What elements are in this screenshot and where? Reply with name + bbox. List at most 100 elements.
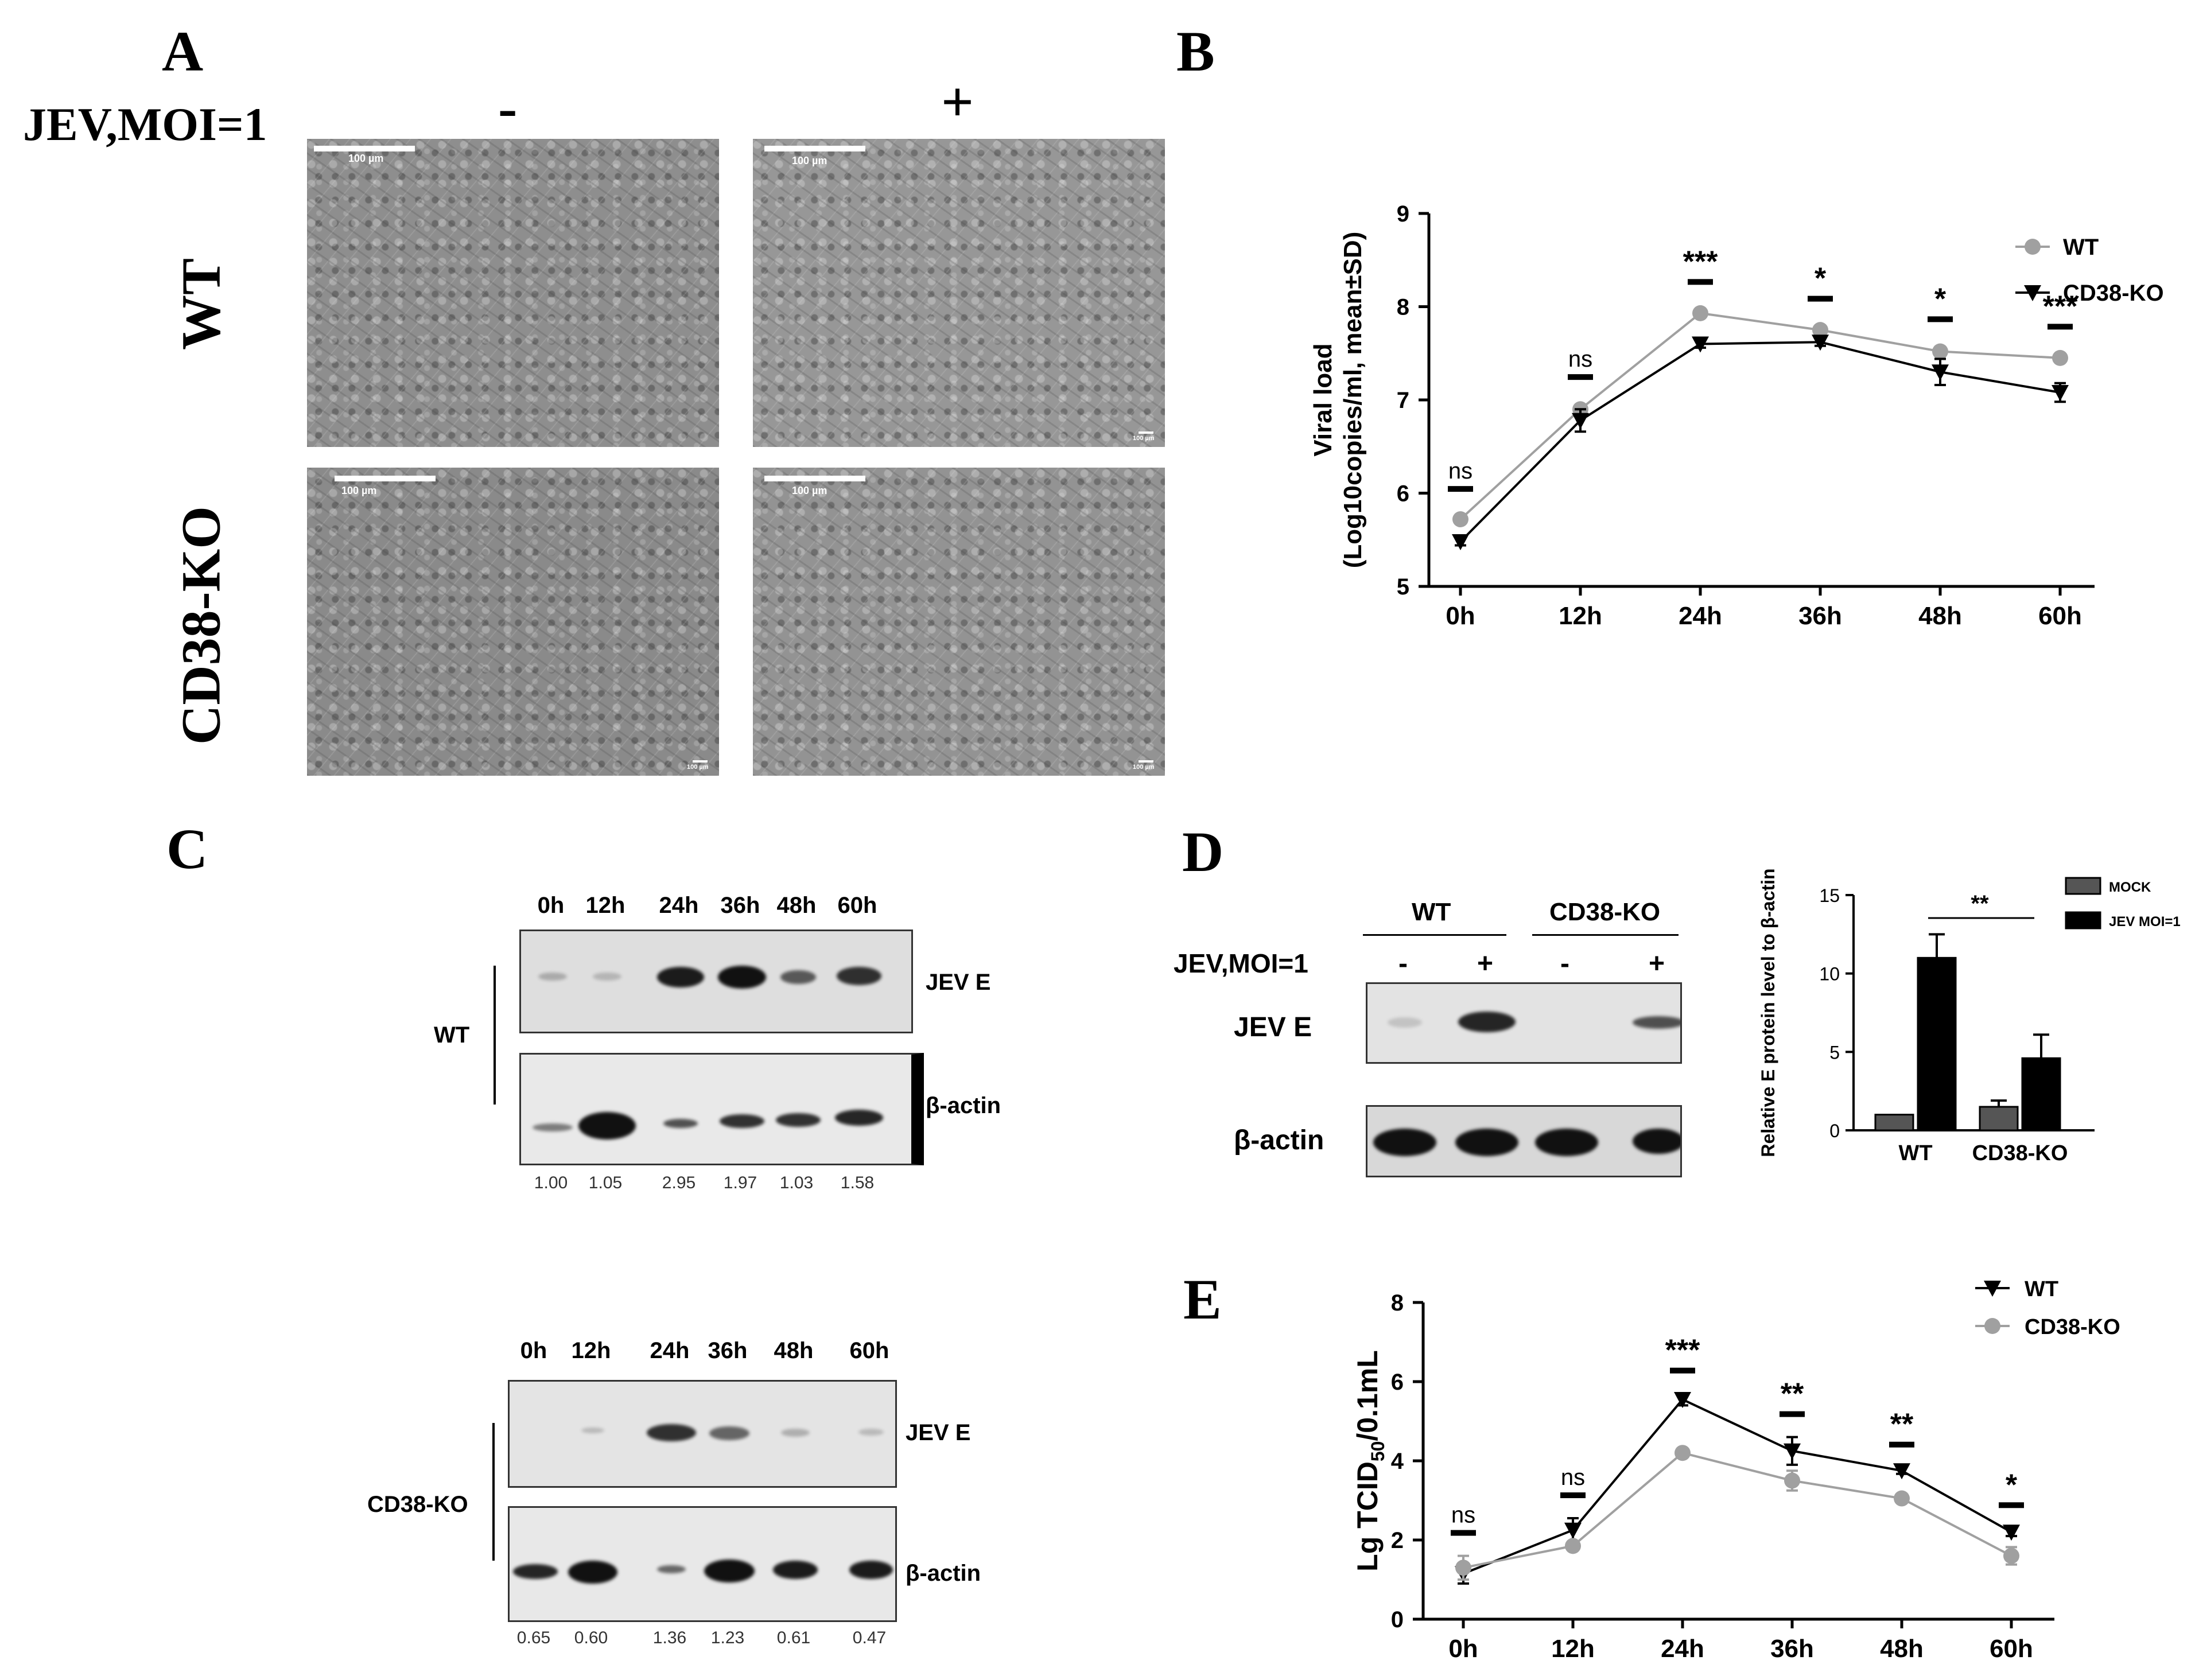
ko-time-label: 36h [708, 1338, 748, 1363]
data-point [2003, 1525, 2020, 1541]
data-point [1565, 1538, 1581, 1554]
blot-band [568, 1561, 617, 1584]
ko-quant-value: 0.47 [852, 1628, 887, 1647]
series-line [1459, 341, 2061, 543]
data-point [1784, 1443, 1801, 1460]
y-tick-label: 0 [1829, 1121, 1840, 1141]
significance-bar [1808, 295, 1833, 302]
significance-bar [1448, 486, 1473, 492]
blot-wt-actin [519, 1053, 924, 1165]
data-point [2003, 1547, 2019, 1564]
wt-quant-value: 1.00 [534, 1173, 568, 1192]
panel-label-d: D [1182, 820, 1224, 884]
blot-band [657, 1565, 686, 1573]
bar [1917, 956, 1957, 1131]
significance-label: ns [1451, 1503, 1475, 1528]
ko-actin-label: β-actin [906, 1561, 981, 1586]
y-tick-label: 9 [1397, 201, 1409, 227]
scale-bar [335, 476, 436, 481]
ko-group-bracket [492, 1423, 495, 1561]
significance-bar [1568, 374, 1593, 380]
blot-band [1633, 1129, 1680, 1154]
x-tick-label: 36h [1798, 602, 1842, 630]
significance-label: * [2006, 1468, 2018, 1502]
series-line [1463, 1452, 2012, 1569]
blot-band [578, 1112, 636, 1140]
y-tick-label: 10 [1819, 964, 1840, 985]
scale-bar [764, 476, 865, 481]
significance-label: ** [1890, 1408, 1914, 1441]
significance-label: *** [1665, 1334, 1700, 1367]
significance-label: ns [1561, 1465, 1585, 1490]
blot-band [538, 973, 567, 981]
legend-label: CD38-KO [2063, 281, 2164, 306]
scale-bar [764, 146, 865, 151]
y-axis-label: Relative E protein level to β-actin [1758, 868, 1778, 1157]
x-tick-label: 36h [1770, 1635, 1814, 1663]
blot-ko-actin [508, 1506, 897, 1622]
x-tick-label: CD38-KO [1972, 1141, 2068, 1165]
blot-band [858, 1429, 884, 1436]
panel-label-e: E [1183, 1267, 1222, 1331]
d-lane-sign: + [1648, 948, 1665, 979]
data-point [1812, 335, 1829, 351]
wt-time-label: 60h [837, 893, 877, 918]
significance-label: * [1815, 262, 1827, 295]
wt-time-label: 48h [776, 893, 817, 918]
ko-quant-value: 1.36 [652, 1628, 687, 1647]
wt-quant-value: 1.58 [840, 1173, 875, 1192]
data-point [2052, 349, 2068, 366]
blot-band [773, 1561, 818, 1579]
d-lane-sign: + [1477, 948, 1494, 979]
d-condition-label: JEV,MOI=1 [1174, 948, 1308, 978]
y-label-sub: 50 [1367, 1441, 1388, 1462]
y-axis-label: Lg TCID50/0.1mL [1351, 1350, 1388, 1572]
y-tick-label: 5 [1829, 1042, 1840, 1063]
d-ko-label: CD38-KO [1549, 898, 1661, 926]
x-tick-label: 24h [1679, 602, 1722, 630]
wt-group-label: WT [434, 1022, 470, 1048]
significance-label: ns [1568, 347, 1592, 372]
y-tick-label: 2 [1391, 1528, 1404, 1553]
significance-bar [1889, 1441, 1914, 1448]
data-point [1932, 343, 1948, 360]
micrograph-ko-mock: 100 µm 100 µm [307, 468, 719, 776]
d-lane-sign: - [1560, 948, 1569, 979]
blot-ko-jev-e [508, 1380, 897, 1488]
blot-band [1633, 1016, 1680, 1029]
significance-label: ** [1781, 1378, 1804, 1411]
blot-band [657, 967, 704, 987]
blot-band [593, 973, 621, 981]
blot-band [718, 966, 766, 989]
y-tick-label: 7 [1397, 388, 1409, 413]
wt-quant-value: 1.97 [723, 1173, 757, 1192]
significance-bar [1780, 1411, 1805, 1417]
bar [1874, 1114, 1914, 1131]
series-1 [1455, 1445, 2019, 1581]
chart-d: 0 5 10 15 WT CD38-KO ** Relative E protein leve… [1758, 868, 2181, 1165]
data-point [1674, 1392, 1691, 1409]
data-point [1692, 336, 1709, 353]
wt-quant-value: 2.95 [662, 1173, 696, 1192]
panel-label-c: C [166, 817, 208, 881]
ko-quant-value: 0.61 [776, 1628, 811, 1647]
x-tick-label: 12h [1551, 1635, 1595, 1663]
x-tick-label: 24h [1661, 1635, 1704, 1663]
d-actin-label: β-actin [1234, 1125, 1324, 1156]
blot-band [513, 1564, 558, 1579]
y-tick-label: 8 [1397, 295, 1409, 320]
d-wt-underline [1363, 934, 1506, 936]
wt-jev-e-label: JEV E [926, 970, 991, 995]
legend-label: WT [2063, 235, 2099, 260]
micrograph-wt-infected: 100 µm 100 µm [753, 139, 1165, 447]
blot-band [837, 967, 881, 985]
blot-band [835, 1110, 883, 1126]
data-point [1452, 511, 1468, 527]
data-point [1932, 364, 1949, 381]
series-0 [1452, 305, 2068, 527]
series-line [1463, 1398, 2012, 1575]
data-point [2052, 385, 2069, 401]
blot-band [780, 970, 816, 984]
y-tick-label: 4 [1391, 1449, 1404, 1474]
